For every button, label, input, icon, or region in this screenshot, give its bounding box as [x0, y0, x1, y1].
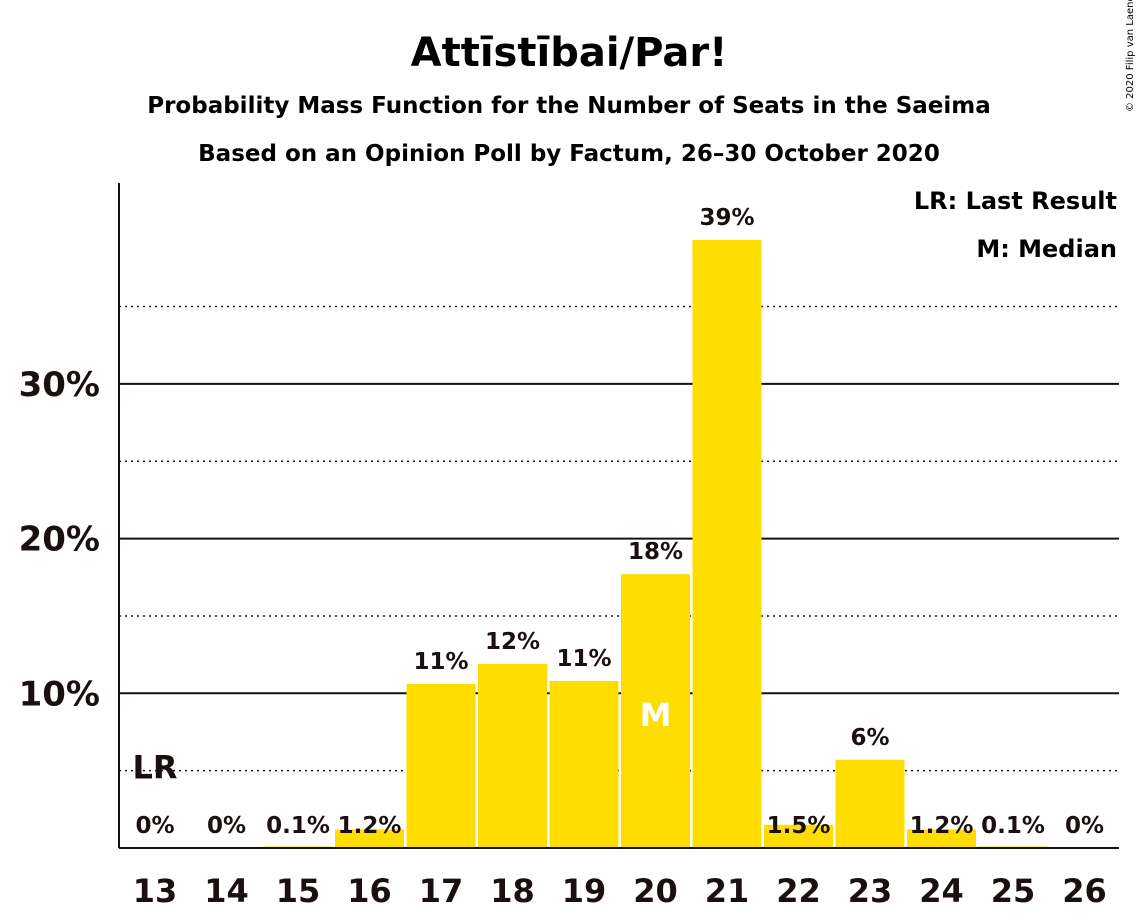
chart-subtitle-1: Probability Mass Function for the Number…: [147, 93, 991, 119]
axes: [118, 183, 1119, 849]
data-label: 0%: [1065, 813, 1104, 839]
x-tick-label: 13: [133, 872, 178, 910]
last-result-marker: LR: [132, 749, 177, 787]
bar: [621, 574, 690, 848]
bar: [692, 240, 762, 849]
x-tick-label: 19: [562, 872, 607, 910]
gridlines: 10% 20% 30%: [19, 305, 1119, 772]
x-tick-label: 24: [919, 872, 964, 910]
x-tick-label: 22: [776, 872, 821, 910]
chart-title: Attīstībai/Par!: [411, 30, 728, 76]
y-tick-label: 20%: [19, 520, 100, 560]
bar: [764, 824, 833, 848]
data-label: 6%: [850, 725, 889, 751]
x-tick-label: 18: [490, 872, 535, 910]
data-label: 0%: [135, 813, 174, 839]
legend-median: M: Median: [976, 235, 1117, 263]
y-tick-label: 30%: [19, 365, 100, 405]
data-label: 1.2%: [910, 813, 974, 839]
data-label: 1.2%: [338, 813, 402, 839]
x-tick-label: 21: [705, 872, 750, 910]
data-labels: 0% 13 0% 14 0.1% 15 1.2% 16 11% 17 12% 18 11% 19 18% 20…: [132, 205, 1106, 910]
x-tick-label: 16: [347, 872, 392, 910]
data-label: 0%: [207, 813, 246, 839]
bar: [406, 684, 476, 848]
bar: [549, 680, 619, 848]
x-tick-label: 14: [204, 872, 249, 910]
legend-last-result: LR: Last Result: [914, 187, 1117, 215]
x-tick-label: 20: [633, 872, 678, 910]
x-tick-label: 17: [419, 872, 464, 910]
data-label: 39%: [699, 205, 754, 231]
median-marker: M: [640, 696, 672, 734]
bar: [907, 829, 976, 848]
data-label: 1.5%: [767, 813, 831, 839]
data-label: 11%: [556, 646, 611, 672]
bar: [335, 829, 404, 848]
data-label: 12%: [485, 629, 540, 655]
x-tick-label: 23: [848, 872, 893, 910]
x-tick-label: 26: [1062, 872, 1107, 910]
bar: [835, 759, 905, 848]
chart-subtitle-2: Based on an Opinion Poll by Factum, 26–3…: [198, 141, 940, 167]
y-tick-label: 10%: [19, 674, 100, 714]
data-label: 18%: [628, 539, 683, 565]
x-tick-label: 25: [991, 872, 1036, 910]
data-label: 11%: [413, 649, 468, 675]
x-tick-label: 15: [276, 872, 321, 910]
copyright-note: © 2020 Filip van Laenen: [1125, 0, 1136, 112]
data-label: 0.1%: [266, 813, 330, 839]
bars: [263, 240, 1048, 849]
data-label: 0.1%: [981, 813, 1045, 839]
bar: [478, 663, 547, 848]
